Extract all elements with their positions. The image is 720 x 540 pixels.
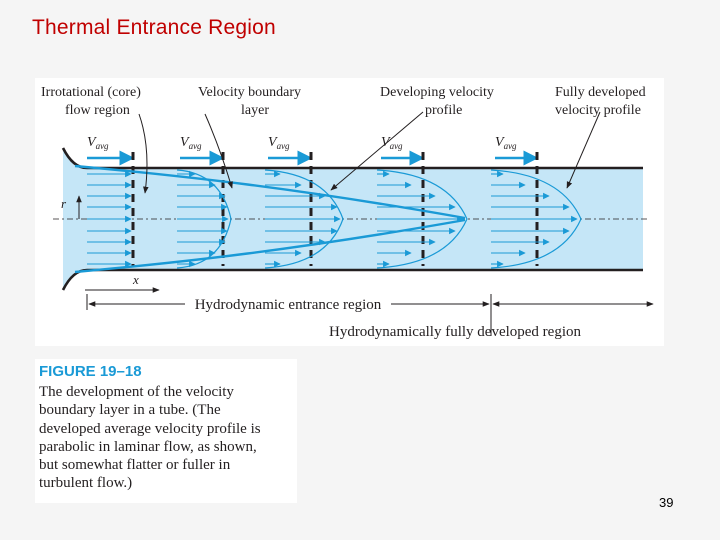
leader-core: [138, 113, 149, 194]
velocity-boundary-layer-figure: Vavg Vavg Vavg Vavg Vavg: [35, 78, 664, 346]
caption-heading: FIGURE 19–18: [39, 363, 142, 380]
boundary-layer-bottom: [74, 218, 466, 274]
hydro-entrance-label: Hydrodynamic entrance region: [195, 297, 382, 313]
leader-bl: [204, 113, 233, 189]
boundary-layer-top: [74, 164, 466, 220]
velocity-bl-label: Velocity boundary: [198, 85, 301, 100]
r-axis-label: r: [61, 196, 67, 211]
caption-text: The development of the velocity boundary…: [39, 383, 295, 493]
irrotational-core-label-2: flow region: [65, 103, 130, 118]
profile-station-3: [265, 170, 341, 268]
profile-station-1: [87, 170, 132, 268]
hydro-fully-developed-label: Hydrodynamically fully developed region: [329, 324, 582, 340]
fully-developed-label: Fully developed: [555, 85, 646, 100]
tube-diagram: Vavg Vavg Vavg Vavg Vavg: [41, 85, 654, 340]
developing-profile-label: Developing velocity: [380, 85, 494, 100]
figure-caption: FIGURE 19–18 The development of the velo…: [35, 359, 297, 503]
vavg-label-5: Vavg: [495, 135, 517, 151]
page-number: 39: [659, 495, 674, 510]
caption-line: turbulent flow.): [39, 475, 133, 492]
caption-line: boundary layer in a tube. (The: [39, 402, 221, 419]
irrotational-core-label: Irrotational (core): [41, 85, 141, 100]
tube-wall-bottom: [61, 268, 643, 291]
vavg-label-4: Vavg: [381, 135, 403, 151]
slide-title: Thermal Entrance Region: [32, 16, 276, 39]
caption-line: developed average velocity profile is: [39, 420, 261, 437]
profile-station-5: [491, 170, 578, 268]
profile-station-2: [177, 170, 229, 268]
vavg-label-2: Vavg: [180, 135, 202, 151]
leader-fully: [566, 111, 601, 189]
x-axis-label: x: [132, 272, 139, 287]
caption-line: parabolic in laminar flow, as shown,: [39, 438, 257, 455]
profile-station-4: [377, 170, 464, 268]
leader-developing: [330, 111, 424, 191]
vavg-label-3: Vavg: [268, 135, 290, 151]
caption-line: but somewhat flatter or fuller in: [39, 457, 231, 474]
developing-profile-label-2: profile: [425, 103, 462, 118]
caption-line: The development of the velocity: [39, 384, 234, 400]
tube-wall-top: [61, 147, 643, 170]
velocity-bl-label-2: layer: [241, 103, 269, 118]
vavg-label-1: Vavg: [87, 135, 109, 151]
fully-developed-label-2: velocity profile: [555, 103, 641, 118]
